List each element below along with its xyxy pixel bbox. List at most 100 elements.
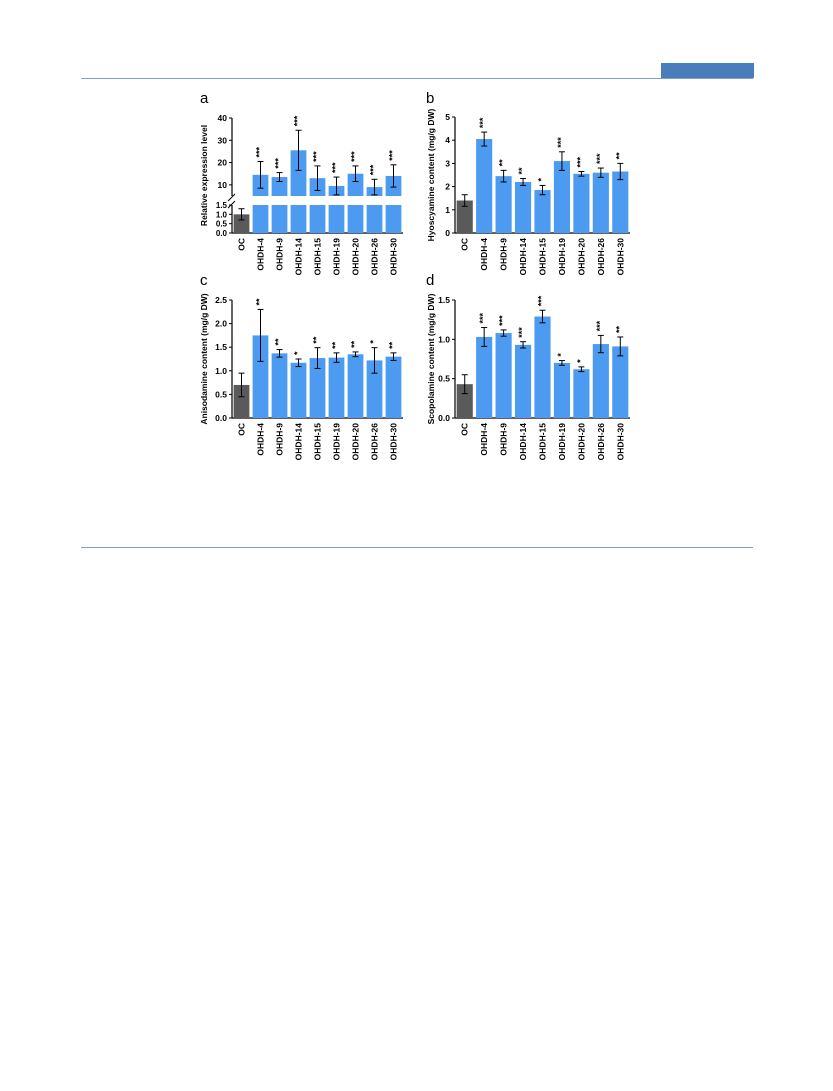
panel-label: c (200, 272, 208, 289)
y-tick-label: 1.0 (215, 366, 227, 376)
category-label: OHDH-26 (596, 423, 606, 461)
bar (347, 173, 364, 196)
bar (456, 200, 473, 233)
significance-label: *** (388, 150, 398, 161)
y-tick-label: 40 (218, 113, 228, 123)
y-tick-label: 3 (445, 158, 450, 168)
bar-lower (366, 205, 383, 233)
bar (290, 150, 307, 196)
y-tick-label: 1.5 (216, 201, 228, 210)
bar (592, 172, 609, 233)
y-tick-label: 1.5 (438, 295, 450, 305)
bar (495, 176, 512, 233)
significance-label: *** (255, 146, 265, 157)
significance-label: *** (293, 115, 303, 126)
category-label: OHDH-19 (332, 423, 342, 461)
bar (534, 316, 551, 418)
bar (271, 353, 288, 418)
category-label: OHDH-15 (313, 423, 323, 461)
bar (553, 161, 571, 233)
bar (252, 335, 269, 418)
y-tick-label: 1.0 (438, 334, 450, 344)
y-tick-label: 2.0 (215, 319, 227, 329)
category-label: OHDH-30 (389, 238, 399, 276)
category-label: OC (237, 238, 247, 251)
significance-label: * (575, 359, 585, 363)
y-tick-label: 2 (445, 182, 450, 192)
significance-label: *** (595, 153, 605, 164)
category-label: OHDH-19 (557, 238, 567, 276)
y-tick-label: 10 (218, 180, 228, 190)
significance-label: *** (595, 320, 605, 331)
category-label: OHDH-19 (332, 238, 342, 276)
significance-label: *** (498, 315, 508, 326)
bar (328, 357, 345, 418)
category-label: OHDH-14 (518, 423, 528, 461)
category-label: OHDH-26 (370, 423, 380, 461)
bar (309, 358, 326, 418)
bar-lower (347, 205, 364, 233)
bar (514, 344, 532, 418)
significance-label: ** (614, 325, 624, 333)
bar (233, 384, 250, 418)
bar (612, 346, 629, 418)
category-label: OHDH-30 (615, 238, 625, 276)
significance-label: *** (537, 295, 547, 306)
bar (534, 190, 551, 233)
y-axis-label: Relative expression level (199, 125, 209, 226)
bar (271, 177, 288, 196)
significance-label: *** (478, 117, 488, 128)
category-label: OHDH-20 (576, 238, 586, 276)
bar (495, 333, 512, 418)
category-label: OHDH-30 (615, 423, 625, 461)
significance-label: ** (350, 340, 360, 348)
panel-label: a (200, 90, 209, 107)
bar (385, 356, 402, 418)
significance-label: ** (517, 167, 527, 175)
footer-rule (81, 547, 753, 548)
y-axis-label: Hyoscyamine content (mg/g DW) (426, 108, 436, 241)
category-label: OHDH-9 (275, 238, 285, 271)
significance-label: ** (312, 336, 322, 344)
chart-panel-a: a 10 20 30 40 0.00.51.01.5 Relative expression… (199, 90, 403, 275)
category-label: OHDH-14 (518, 238, 528, 276)
category-label: OHDH-14 (294, 423, 304, 461)
category-label: OHDH-9 (499, 238, 509, 271)
significance-label: *** (369, 164, 379, 175)
category-label: OC (237, 423, 247, 436)
significance-label: *** (556, 137, 566, 148)
category-label: OHDH-15 (538, 238, 548, 276)
category-label: OHDH-15 (313, 238, 323, 276)
category-label: OHDH-14 (294, 238, 304, 276)
y-tick-label: 0.0 (438, 413, 450, 423)
y-tick-label: 0.0 (215, 413, 227, 423)
significance-label: *** (350, 151, 360, 162)
bar (514, 181, 532, 233)
category-label: OHDH-20 (351, 423, 361, 461)
bar (456, 384, 473, 418)
significance-label: * (293, 351, 303, 355)
significance-label: * (556, 353, 566, 357)
category-label: OHDH-4 (256, 238, 266, 271)
bar (553, 362, 571, 418)
category-label: OHDH-19 (557, 423, 567, 461)
header-badge (661, 63, 754, 78)
significance-label: * (537, 177, 547, 181)
bar (476, 336, 493, 418)
bar-lower (252, 205, 269, 233)
bar (347, 354, 364, 418)
y-tick-label: 0.0 (216, 229, 228, 238)
y-tick-label: 1.0 (216, 210, 228, 219)
panel-label: b (426, 90, 434, 107)
significance-label: *** (575, 157, 585, 168)
bar (612, 171, 629, 233)
significance-label: *** (478, 313, 488, 324)
significance-label: *** (517, 327, 527, 338)
significance-label: * (369, 340, 379, 344)
significance-label: ** (331, 341, 341, 349)
bar-lower (290, 205, 307, 233)
category-label: OHDH-9 (499, 423, 509, 456)
significance-label: ** (274, 338, 284, 346)
category-label: OC (460, 423, 470, 436)
